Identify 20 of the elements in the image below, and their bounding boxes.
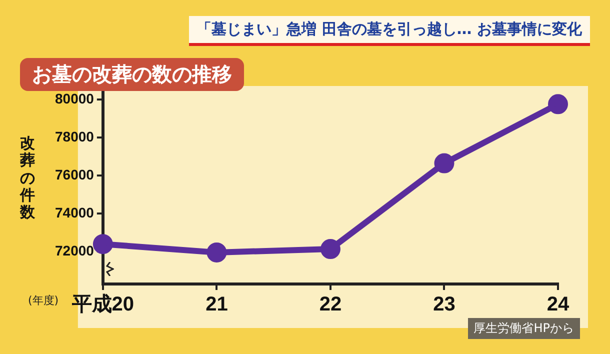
x-tick-label: 23: [433, 294, 456, 316]
x-tick-label: 22: [319, 294, 342, 316]
y-tick-label: 76000: [54, 166, 94, 183]
x-tick-label: 24: [546, 294, 570, 316]
x-axis-title: (年度): [28, 293, 59, 308]
point: [92, 234, 113, 254]
y-tick-label: 78000: [54, 128, 94, 144]
point: [548, 94, 568, 114]
point: [320, 239, 340, 260]
point: [434, 153, 454, 174]
y-tick-label: 74000: [54, 204, 94, 221]
point: [206, 242, 227, 262]
text: 厚生労働省HPから: [468, 318, 580, 339]
y-axis-title: 改葬の件数: [20, 134, 35, 222]
y-tick-label: 72000: [54, 242, 94, 259]
y-tick-label: 80000: [54, 90, 94, 106]
x-tick-label: 21: [206, 294, 228, 316]
chart-title: お墓の改葬の数の推移: [20, 58, 244, 91]
x-tick-label: 平成20: [70, 294, 134, 316]
chart-subtitle: 「墓じまい」急増 田舎の墓を引っ越し… お墓事情に変化: [188, 16, 590, 46]
